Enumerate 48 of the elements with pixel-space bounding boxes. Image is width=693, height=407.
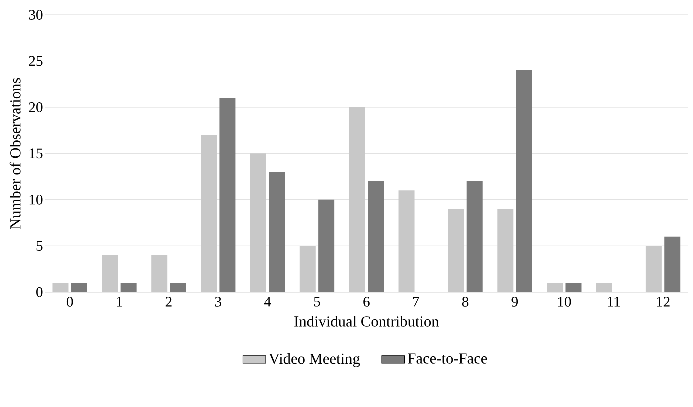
x-tick-label: 0	[66, 297, 74, 307]
bar	[318, 200, 335, 292]
bar	[170, 283, 186, 292]
x-tick-label: 8	[462, 297, 469, 307]
x-tick-label: 5	[314, 297, 320, 307]
bar	[152, 255, 168, 292]
x-tick-label: 3	[215, 297, 222, 307]
legend-label: Face-to-Face	[408, 354, 488, 364]
bar	[102, 255, 118, 292]
bar	[120, 283, 137, 292]
bar	[448, 209, 464, 292]
bar	[498, 209, 514, 292]
bar	[269, 172, 286, 292]
bar	[466, 181, 483, 292]
y-tick-label: 10	[30, 194, 43, 205]
bar	[250, 154, 266, 292]
bar	[398, 190, 415, 292]
x-tick-label: 2	[166, 297, 172, 307]
bar	[349, 107, 366, 292]
x-tick-label: 7	[413, 297, 420, 307]
bar	[646, 246, 662, 292]
x-tick-label: 10	[558, 297, 572, 307]
x-tick-label: 12	[657, 297, 670, 307]
y-tick-label: 30	[29, 10, 43, 20]
x-axis-title: Individual Contribution	[294, 316, 440, 327]
bar	[566, 283, 582, 292]
y-tick-label: 20	[29, 102, 43, 112]
x-tick-label: 11	[608, 297, 620, 307]
y-tick-label: 5	[36, 241, 43, 251]
bar	[300, 246, 316, 292]
bar	[664, 236, 681, 292]
x-tick-label: 4	[264, 297, 272, 307]
bar	[71, 283, 88, 292]
bar	[596, 283, 613, 292]
bar	[52, 283, 69, 292]
bar	[547, 283, 564, 292]
y-tick-label: 15	[30, 148, 43, 159]
x-tick-label: 1	[117, 297, 122, 307]
y-tick-label: 0	[36, 287, 43, 298]
legend-label: Video Meeting	[269, 353, 360, 368]
y-tick-label: 25	[29, 56, 43, 66]
x-tick-label: 9	[512, 297, 518, 307]
bar	[201, 135, 218, 292]
x-tick-label: 6	[364, 297, 370, 307]
bar	[516, 70, 532, 292]
bar	[220, 98, 236, 292]
y-axis-title: Number of Observations	[10, 78, 21, 230]
bar	[368, 181, 384, 292]
